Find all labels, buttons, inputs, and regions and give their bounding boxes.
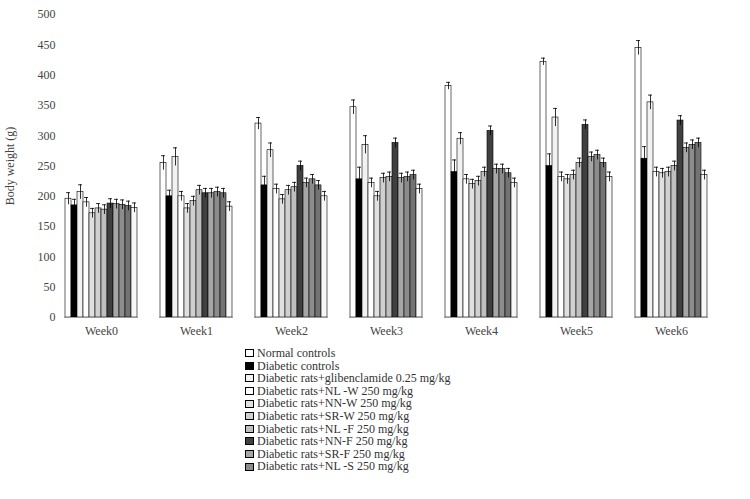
svg-text:250: 250 <box>38 159 56 173</box>
svg-text:200: 200 <box>38 189 56 203</box>
html-text:Normal controls: Normal controls <box>257 346 336 360</box>
svg-text:Week5: Week5 <box>560 324 593 338</box>
html-text:Diabetic rats+NL -F 250 mg/kg: Diabetic rats+NL -F 250 mg/kg <box>257 421 409 436</box>
svg-text:Week4: Week4 <box>465 324 498 338</box>
html-text:Diabetic rats+NL -W 250 mg/kg: Diabetic rats+NL -W 250 mg/kg <box>257 383 414 398</box>
svg-text:0: 0 <box>50 310 56 324</box>
svg-text:Week6: Week6 <box>655 324 688 338</box>
svg-text:150: 150 <box>38 219 56 233</box>
svg-text:450: 450 <box>38 38 56 52</box>
svg-text:Week3: Week3 <box>370 324 403 338</box>
svg-text:50: 50 <box>44 280 56 294</box>
svg-text:Week0: Week0 <box>85 324 118 338</box>
html-text:Diabetic rats+SR-W 250 mg/kg: Diabetic rats+SR-W 250 mg/kg <box>257 409 410 423</box>
html-text:Diabetic rats+glibenclamide 0.: Diabetic rats+glibenclamide 0.25 mg/kg <box>257 371 451 386</box>
svg-text:400: 400 <box>38 68 56 82</box>
html-text:Diabetic rats+SR-F 250 mg/kg: Diabetic rats+SR-F 250 mg/kg <box>257 446 405 461</box>
html-text:Diabetic rats+NN-W 250 mg/kg: Diabetic rats+NN-W 250 mg/kg <box>257 396 412 411</box>
svg-text:Body weight (g): Body weight (g) <box>3 127 17 206</box>
html-text:Diabetic rats+NN-F 250 mg/kg: Diabetic rats+NN-F 250 mg/kg <box>257 434 408 449</box>
html-text:Diabetic rats+NL -S 250 mg/kg: Diabetic rats+NL -S 250 mg/kg <box>257 459 409 474</box>
svg-text:350: 350 <box>38 98 56 112</box>
svg-text:Week2: Week2 <box>275 324 308 338</box>
svg-text:Week1: Week1 <box>180 324 213 338</box>
svg-text:300: 300 <box>38 129 56 143</box>
svg-text:500: 500 <box>38 7 56 21</box>
html-text:Diabetic controls: Diabetic controls <box>257 358 340 373</box>
svg-text:100: 100 <box>38 250 56 264</box>
